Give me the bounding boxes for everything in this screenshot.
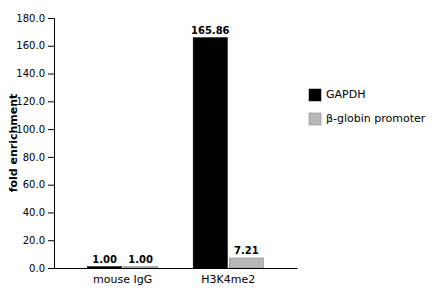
bars <box>87 38 263 268</box>
bar <box>124 267 158 268</box>
data-label: 165.86 <box>191 25 230 36</box>
y-tick-label: 120.0 <box>16 96 45 107</box>
y-tick-mark <box>48 101 54 102</box>
legend-item: GAPDH <box>309 88 365 101</box>
y-tick: 160.0 <box>16 40 54 51</box>
y-tick-mark <box>48 268 54 269</box>
data-label: 1.00 <box>128 254 153 265</box>
bar <box>87 267 121 268</box>
y-tick: 0.0 <box>29 263 54 274</box>
bar <box>193 38 227 268</box>
y-tick-label: 40.0 <box>23 207 45 218</box>
y-tick-mark <box>48 157 54 158</box>
y-tick-mark <box>48 185 54 186</box>
y-tick: 80.0 <box>23 152 54 163</box>
y-tick-mark <box>48 212 54 213</box>
y-tick-mark <box>48 46 54 47</box>
y-axis-title: fold enrichment <box>7 94 20 193</box>
y-tick-label: 160.0 <box>16 40 45 51</box>
legend-label: β-globin promoter <box>326 112 426 125</box>
y-tick: 140.0 <box>16 68 54 79</box>
y-tick-label: 60.0 <box>23 179 45 190</box>
y-tick: 40.0 <box>23 207 54 218</box>
y-tick: 60.0 <box>23 179 54 190</box>
y-tick-label: 0.0 <box>29 263 45 274</box>
y-tick: 100.0 <box>16 124 54 135</box>
x-tick: H3K4me2 <box>201 273 255 286</box>
y-tick: 120.0 <box>16 96 54 107</box>
data-labels: 1.00 165.86 1.00 7.21 <box>92 25 258 265</box>
legend-swatch <box>309 89 321 101</box>
y-tick: 180.0 <box>16 13 54 24</box>
data-label: 1.00 <box>92 254 117 265</box>
legend-swatch <box>309 113 321 125</box>
data-label: 7.21 <box>234 245 259 256</box>
legend: GAPDH β-globin promoter <box>309 88 426 125</box>
plot: 0.0 20.0 40.0 60.0 80.0 100.0 120.0 140.0 160.0 1… <box>16 13 297 286</box>
x-axis: mouse IgG H3K4me2 <box>55 269 298 286</box>
bar <box>229 258 263 268</box>
y-tick-mark <box>48 129 54 130</box>
y-tick-label: 180.0 <box>16 13 45 24</box>
y-tick-mark <box>48 240 54 241</box>
y-tick-label: 140.0 <box>16 68 45 79</box>
x-axis-line <box>55 268 298 269</box>
legend-label: GAPDH <box>326 88 365 101</box>
y-tick-label: 80.0 <box>23 152 45 163</box>
y-tick: 20.0 <box>23 235 54 246</box>
legend-item: β-globin promoter <box>309 112 426 125</box>
x-tick: mouse IgG <box>93 273 152 286</box>
chart: 0.0 20.0 40.0 60.0 80.0 100.0 120.0 140.0 160.0 1… <box>0 0 442 296</box>
y-tick-label: 100.0 <box>16 124 45 135</box>
y-tick-mark <box>48 74 54 75</box>
x-tick-label: H3K4me2 <box>201 273 255 286</box>
x-tick-label: mouse IgG <box>93 273 152 286</box>
y-tick-label: 20.0 <box>23 235 45 246</box>
y-tick-mark <box>48 18 54 19</box>
y-axis-line <box>48 19 55 269</box>
y-axis: 0.0 20.0 40.0 60.0 80.0 100.0 120.0 140.0 160.0 1… <box>16 13 54 274</box>
